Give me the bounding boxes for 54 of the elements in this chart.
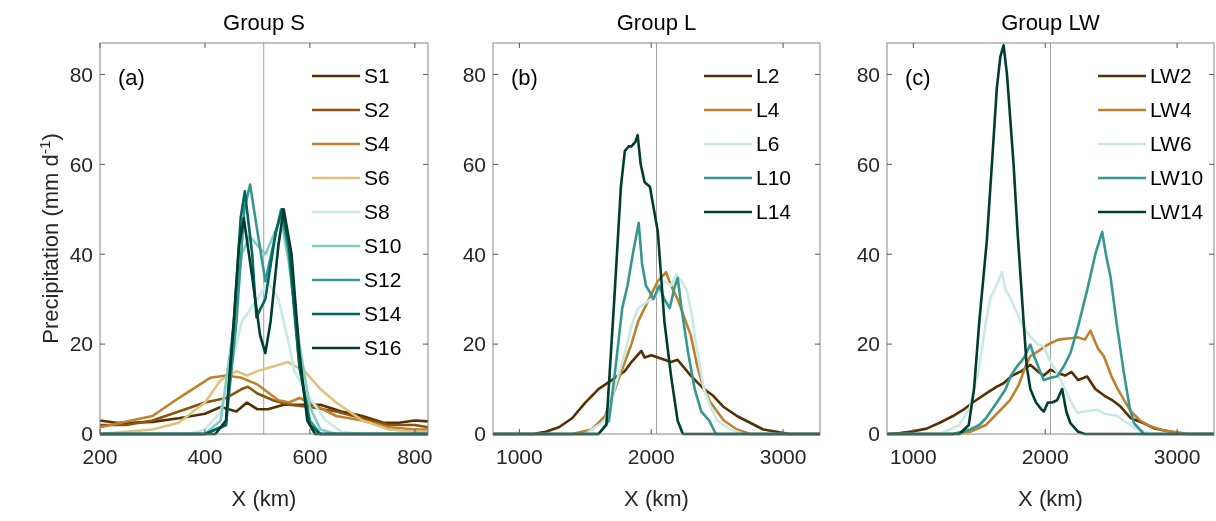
legend-label: L6 <box>756 132 780 156</box>
x-tick-label: 800 <box>397 445 433 468</box>
legend-label: LW10 <box>1150 166 1204 190</box>
annotation: (c) <box>905 65 931 90</box>
legend-label: S4 <box>364 132 391 156</box>
y-tick-label: 80 <box>462 62 486 86</box>
legend-label: S2 <box>364 98 390 122</box>
y-tick-label: 0 <box>81 422 93 446</box>
y-tick-label: 0 <box>474 422 486 446</box>
legend-label: S14 <box>364 302 402 326</box>
legend-label: L14 <box>756 200 792 224</box>
x-axis-title: X (km) <box>624 486 689 511</box>
y-tick-label: 0 <box>868 422 880 446</box>
legend-label: S16 <box>364 336 402 360</box>
y-tick-label: 60 <box>69 152 93 176</box>
y-tick-label: 20 <box>69 332 93 356</box>
legend-label: S12 <box>364 268 402 292</box>
legend-label: L2 <box>756 64 780 88</box>
y-tick-label: 80 <box>856 62 880 86</box>
x-tick-label: 1000 <box>496 445 543 468</box>
x-tick-label: 2000 <box>1021 445 1069 468</box>
legend-label: S1 <box>364 64 390 88</box>
legend-label: LW4 <box>1150 98 1192 122</box>
legend-label: L10 <box>756 166 792 190</box>
legend-label: LW6 <box>1150 132 1192 156</box>
x-tick-label: 200 <box>82 445 118 468</box>
x-tick-label: 400 <box>187 445 223 468</box>
legend-label: LW14 <box>1150 200 1204 224</box>
x-tick-label: 600 <box>292 445 328 468</box>
chart-title: Group S <box>223 10 305 35</box>
legend-label: S10 <box>364 234 402 258</box>
x-tick-label: 3000 <box>759 445 807 468</box>
x-axis-title: X (km) <box>1018 486 1083 511</box>
y-tick-label: 80 <box>69 62 93 86</box>
chart-title: Group LW <box>1001 10 1101 35</box>
y-tick-label: 40 <box>69 242 93 266</box>
y-tick-label: 60 <box>462 152 486 176</box>
y-tick-label: 40 <box>856 242 880 266</box>
line-series <box>98 374 430 431</box>
legend-label: L4 <box>756 98 780 122</box>
x-tick-label: 2000 <box>627 445 675 468</box>
annotation: (a) <box>118 65 145 90</box>
chart-title: Group L <box>616 10 697 35</box>
legend-label: LW2 <box>1150 64 1192 88</box>
y-tick-label: 40 <box>462 242 486 266</box>
legend-label: S6 <box>364 166 390 190</box>
y-tick-label: 20 <box>856 332 880 356</box>
legend-label: S8 <box>364 200 390 224</box>
y-tick-label: 60 <box>856 152 880 176</box>
x-tick-label: 3000 <box>1153 445 1201 468</box>
y-tick-label: 20 <box>462 332 486 356</box>
x-axis-title: X (km) <box>231 486 297 511</box>
annotation: (b) <box>511 65 538 90</box>
x-tick-label: 1000 <box>890 445 937 468</box>
